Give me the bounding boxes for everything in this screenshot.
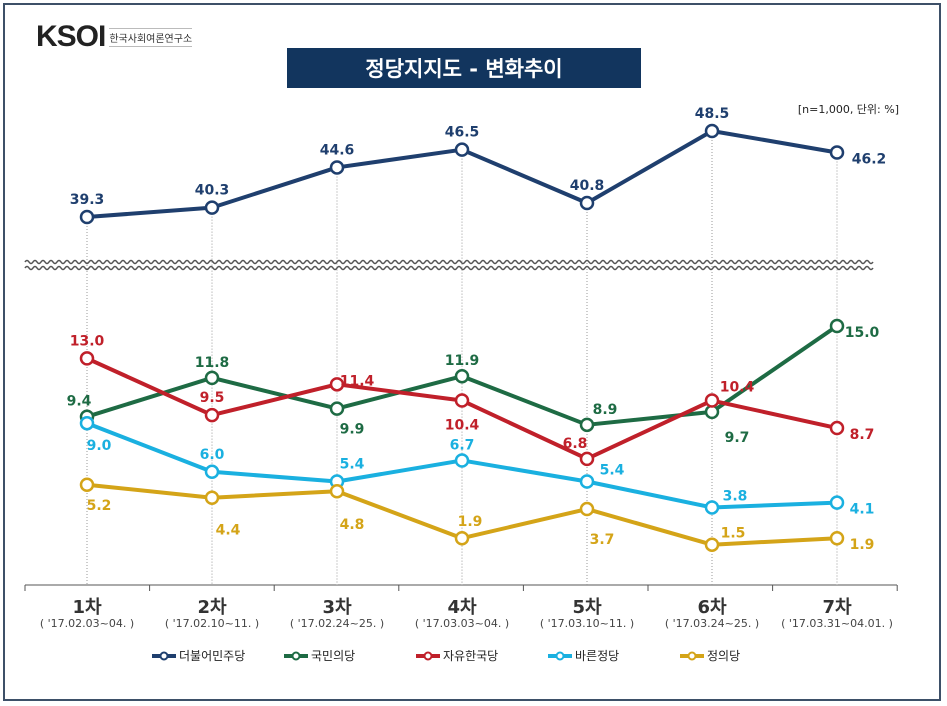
x-date-label: ( '17.03.24~25. )	[665, 617, 759, 630]
data-point	[579, 451, 595, 467]
data-label: 48.5	[695, 106, 730, 122]
sample-note: [n=1,000, 단위: %]	[797, 103, 899, 116]
data-point	[704, 537, 720, 552]
x-tick-label: 3차	[322, 597, 352, 618]
data-point	[329, 160, 345, 175]
data-point	[454, 368, 470, 384]
data-point	[204, 370, 220, 386]
x-date-label: ( '17.02.10~11. )	[165, 617, 259, 630]
data-point	[579, 195, 595, 211]
data-label: 13.0	[70, 333, 105, 349]
x-tick-label: 5차	[572, 597, 602, 618]
data-label: 5.2	[87, 498, 112, 514]
axis-break	[24, 259, 874, 265]
x-tick-label: 4차	[447, 597, 477, 618]
legend-marker	[555, 651, 565, 661]
data-label: 1.9	[850, 537, 875, 553]
logo: KSOI 한국사회여론연구소	[36, 20, 193, 54]
x-tick-label: 2차	[197, 597, 227, 618]
data-point	[829, 420, 845, 436]
legend-label: 바른정당	[575, 649, 619, 663]
data-point	[704, 123, 720, 139]
legend-label: 정의당	[707, 649, 740, 663]
data-point	[454, 142, 470, 157]
legend-marker	[687, 651, 697, 661]
data-point	[829, 530, 845, 546]
data-point	[704, 500, 720, 515]
data-point	[329, 401, 345, 416]
logo-mark: KSOI	[36, 20, 106, 53]
data-label: 46.5	[445, 125, 480, 141]
x-date-label: ( '17.03.31~04.01. )	[781, 617, 893, 630]
data-label: 8.7	[850, 427, 875, 443]
x-date-label: ( '17.02.03~04. )	[40, 617, 134, 630]
data-point	[704, 393, 720, 408]
data-label: 4.1	[850, 502, 875, 518]
data-label: 11.4	[340, 373, 375, 389]
data-label: 5.4	[340, 457, 365, 473]
data-point	[329, 377, 345, 392]
legend-label: 더불어민주당	[179, 649, 245, 663]
data-label: 9.5	[200, 390, 225, 406]
x-date-label: ( '17.02.24~25. )	[290, 617, 384, 630]
chart-title: 정당지지도 - 변화추이	[287, 48, 641, 88]
data-label: 3.7	[590, 532, 615, 548]
data-label: 6.8	[563, 436, 588, 452]
legend-label: 자유한국당	[443, 649, 498, 663]
data-point	[579, 417, 595, 433]
data-label: 11.8	[195, 355, 230, 371]
data-point	[79, 209, 95, 225]
data-point	[79, 415, 95, 431]
logo-subtitle: 한국사회여론연구소	[109, 27, 193, 47]
data-point	[829, 495, 845, 510]
data-label: 4.8	[340, 517, 365, 533]
data-label: 3.8	[723, 488, 748, 504]
data-label: 4.4	[216, 523, 241, 539]
legend-label: 국민의당	[311, 649, 355, 663]
x-tick-label: 6차	[697, 597, 727, 618]
data-label: 6.0	[200, 447, 225, 463]
data-point	[204, 407, 220, 423]
data-label: 6.7	[450, 437, 475, 453]
data-point	[79, 477, 95, 493]
legend-marker	[423, 651, 433, 661]
axis-break	[24, 265, 874, 271]
data-point	[829, 145, 845, 160]
data-point	[204, 464, 220, 480]
data-label: 11.9	[445, 353, 480, 369]
data-label: 40.8	[570, 178, 605, 194]
data-point	[204, 490, 220, 505]
x-date-label: ( '17.03.03~04. )	[415, 617, 509, 630]
legend-marker	[291, 651, 301, 661]
data-point	[454, 453, 470, 468]
data-label: 9.0	[87, 438, 112, 454]
data-point	[204, 200, 220, 215]
data-label: 5.4	[600, 463, 625, 479]
data-label: 9.9	[340, 422, 365, 438]
data-label: 8.9	[593, 402, 618, 418]
data-label: 1.5	[721, 526, 746, 542]
x-date-label: ( '17.03.10~11. )	[540, 617, 634, 630]
data-point	[579, 501, 595, 517]
data-label: 9.7	[725, 430, 750, 446]
x-tick-label: 7차	[822, 597, 852, 618]
data-label: 15.0	[845, 325, 880, 341]
data-label: 10.4	[445, 418, 480, 434]
data-label: 46.2	[852, 151, 887, 167]
data-label: 9.4	[67, 394, 92, 410]
data-point	[454, 530, 470, 546]
data-label: 1.9	[458, 514, 483, 530]
data-point	[79, 351, 95, 366]
data-label: 10.4	[720, 380, 755, 396]
data-point	[454, 393, 470, 408]
data-point	[579, 474, 595, 489]
data-label: 40.3	[195, 183, 230, 199]
data-point	[329, 483, 345, 499]
data-point	[829, 318, 845, 334]
legend-marker	[159, 651, 169, 661]
data-label: 39.3	[70, 192, 105, 208]
x-tick-label: 1차	[72, 597, 102, 618]
data-label: 44.6	[320, 142, 355, 158]
